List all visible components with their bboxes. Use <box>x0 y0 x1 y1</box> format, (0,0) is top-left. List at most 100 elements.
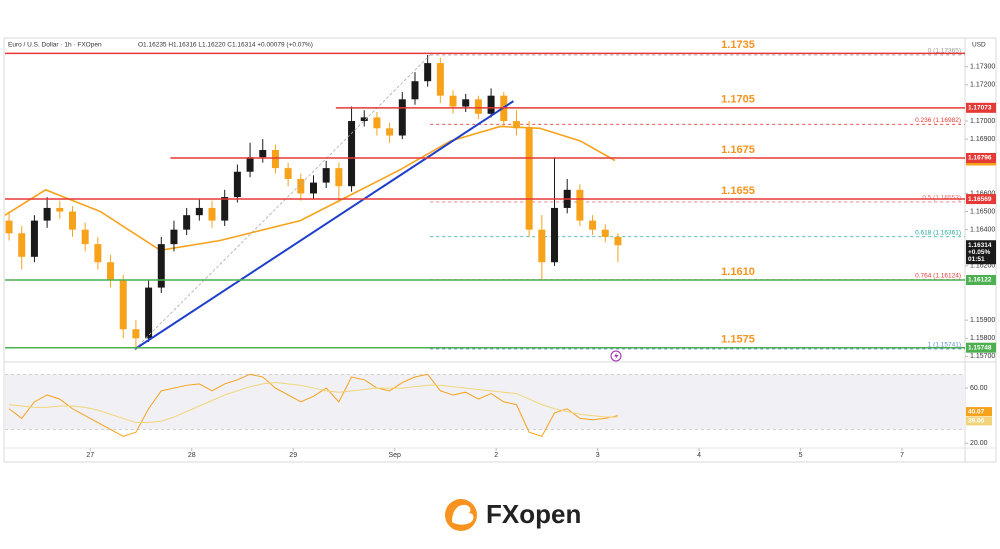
level-label: 1.1575 <box>721 334 755 346</box>
candle-body <box>335 168 343 187</box>
y-tick-label: 20.00 <box>970 440 988 447</box>
rsi-line <box>9 382 618 424</box>
plot-layer: 1.173001.172001.170001.169001.166001.165… <box>4 39 996 459</box>
fib-label: 0.236 (1.16982) <box>915 117 961 124</box>
fib-label: 0.5 (1.16553) <box>922 195 961 202</box>
candle-body <box>271 150 279 169</box>
candle-body <box>5 220 13 234</box>
candle-body <box>119 280 127 330</box>
y-tick-label: 1.17300 <box>970 64 995 71</box>
candle-body <box>81 229 89 245</box>
candle-body <box>424 63 432 82</box>
ohlc-readout: O1.16235 H1.16316 L1.16220 C1.16314 +0.0… <box>138 42 313 49</box>
candle-body <box>309 182 317 194</box>
candle-body <box>348 121 356 187</box>
candle-body <box>487 95 495 114</box>
y-tick-label: 1.16400 <box>970 226 995 233</box>
candle-body <box>259 150 267 158</box>
candle-body <box>56 207 64 212</box>
x-tick-label: Sep <box>388 452 401 459</box>
candle-body <box>411 81 419 100</box>
candle-body <box>18 233 26 257</box>
candle-body <box>68 211 76 230</box>
candle-body <box>157 244 165 288</box>
last-price: 1.16314 <box>968 242 992 249</box>
level-badge <box>966 152 996 163</box>
level-badge-label: 1.16569 <box>968 196 992 203</box>
level-label: 1.1655 <box>721 185 755 197</box>
y-tick-label: 1.16900 <box>970 136 995 143</box>
candle-body <box>107 262 115 281</box>
x-tick-label: 4 <box>697 452 701 459</box>
candle-body <box>132 329 140 339</box>
level-label: 1.1735 <box>721 39 755 51</box>
candle-body <box>462 99 470 107</box>
level-badge-label: 1.15748 <box>968 344 992 351</box>
candle-body <box>551 207 559 263</box>
y-tick-label: 1.16600 <box>970 190 995 197</box>
moving-average <box>4 125 616 252</box>
x-tick-label: 27 <box>86 452 94 459</box>
logo-text: FXopen <box>486 499 581 529</box>
rsi-badge <box>966 416 992 426</box>
last-change: +0.05% <box>968 249 990 256</box>
level-badge <box>966 274 996 285</box>
candle-body <box>297 178 305 194</box>
y-tick-label: 60.00 <box>970 385 988 392</box>
candle-body <box>221 197 229 221</box>
x-tick-label: 3 <box>596 452 600 459</box>
candle-body <box>576 189 584 221</box>
candle-body <box>208 207 216 221</box>
bar-countdown: 01:51 <box>968 256 985 263</box>
x-tick-label: 7 <box>900 452 904 459</box>
fxopen-logo: FXopen <box>445 499 581 531</box>
candle-body <box>525 128 533 230</box>
candle-body <box>398 99 406 136</box>
candle-body <box>322 168 330 183</box>
lightning-icon[interactable] <box>610 350 622 362</box>
rsi-badge-label: 39.06 <box>968 418 985 425</box>
candle-body <box>183 215 191 230</box>
candle-body <box>284 168 292 179</box>
candle-body <box>145 287 153 339</box>
y-tick-label: 1.17000 <box>970 118 995 125</box>
level-label: 1.1705 <box>721 94 755 106</box>
x-tick-label: 29 <box>289 452 297 459</box>
x-tick-label: 5 <box>799 452 803 459</box>
y-tick-label: 1.16500 <box>970 208 995 215</box>
level-badge <box>966 102 996 113</box>
candle-body <box>512 121 520 129</box>
fib-label: 0 (1.17365) <box>928 48 961 55</box>
y-tick-label: 1.16200 <box>970 263 995 270</box>
y-tick-label: 1.17200 <box>970 82 995 89</box>
candle-body <box>233 171 241 198</box>
candle-body <box>373 117 381 129</box>
fib-label: 0.618 (1.16361) <box>915 229 961 236</box>
icon-ring <box>610 350 622 362</box>
candle-body <box>43 207 51 221</box>
level-badge-label: 1.17073 <box>968 105 992 112</box>
candle-body <box>474 99 482 114</box>
level-label: 1.1610 <box>721 266 755 278</box>
candle-body <box>386 128 394 136</box>
candle-body <box>614 236 622 246</box>
y-tick-label: 1.15900 <box>970 317 995 324</box>
y-tick-label: 1.15700 <box>970 353 995 360</box>
last-price-badge <box>966 240 996 265</box>
symbol-title: Euro / U.S. Dollar · 1h · FXOpen <box>8 42 102 49</box>
level-label: 1.1675 <box>721 144 755 156</box>
candle-body <box>30 220 38 257</box>
x-tick-label: 28 <box>188 452 196 459</box>
level-badge <box>966 342 996 353</box>
fib-label: 0.764 (1.16124) <box>915 272 961 279</box>
rsi-badge-label: 40.07 <box>968 408 985 415</box>
candle-body <box>94 244 102 263</box>
fib-label: 1 (1.15741) <box>928 342 961 349</box>
trendline <box>134 54 431 350</box>
candle-body <box>601 229 609 237</box>
rsi-band <box>5 374 965 430</box>
y-tick-label: 1.15800 <box>970 335 995 342</box>
candle-body <box>170 229 178 245</box>
rsi-badge <box>966 407 992 417</box>
